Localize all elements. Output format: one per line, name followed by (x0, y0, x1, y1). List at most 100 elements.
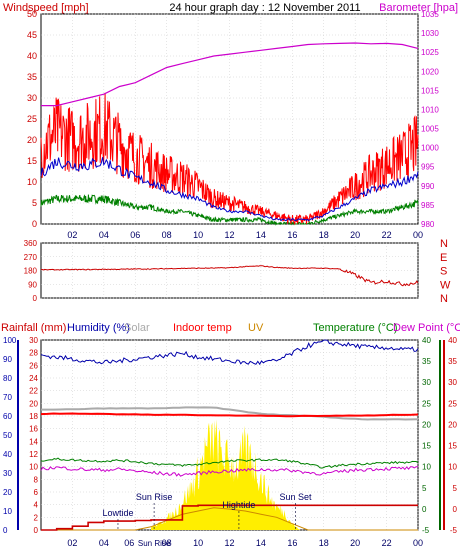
series-low (40, 194, 419, 226)
ytick-barometer: 1000 (421, 144, 439, 153)
ytick-barometer: 985 (421, 201, 435, 210)
ytick-temperature: 25 (422, 399, 431, 408)
ytick-dewpoint: 20 (448, 420, 457, 429)
ytick-wind: 25 (27, 114, 37, 124)
ytick-rain: 6 (34, 488, 39, 497)
compass-label: W (440, 279, 451, 291)
compass-label: N (440, 293, 448, 305)
legend-uv: UV (248, 322, 264, 334)
ytick-wind: 10 (27, 177, 37, 187)
ytick-dewpoint: 15 (448, 442, 457, 451)
series-rainfall (41, 504, 418, 531)
ytick-temperature: -5 (422, 526, 430, 535)
ytick-humidity: 40 (3, 450, 12, 459)
xtick-bottom: 04 (99, 538, 109, 548)
ytick-direction: 360 (24, 239, 38, 248)
ytick-direction: 270 (24, 253, 38, 262)
ytick-humidity: 70 (3, 393, 12, 402)
ytick-humidity: 20 (3, 488, 12, 497)
ytick-barometer: 1010 (421, 105, 439, 114)
xtick-bottom: 18 (319, 538, 329, 548)
xtick-bottom: 20 (350, 538, 360, 548)
ytick-humidity: 100 (3, 336, 17, 345)
ytick-humidity: 60 (3, 412, 12, 421)
ytick-dewpoint: 40 (448, 336, 457, 345)
xtick-bottom: 16 (287, 538, 297, 548)
series-temperature (40, 457, 419, 469)
annotation-label: Sun Set (279, 492, 312, 502)
ytick-wind: 35 (27, 72, 37, 82)
xtick-top: 12 (224, 230, 234, 240)
left-title: Windspeed [mph] (3, 2, 89, 14)
ytick-rain: 12 (29, 450, 38, 459)
series-average (40, 157, 419, 222)
xtick-bottom: 14 (256, 538, 266, 548)
xtick-bottom: 10 (193, 538, 203, 548)
ytick-rain: 24 (29, 374, 38, 383)
ytick-temperature: 20 (422, 420, 431, 429)
ytick-temperature: 35 (422, 357, 431, 366)
series-direction (40, 265, 419, 287)
series-indoor (40, 412, 419, 418)
ytick-rain: 20 (29, 399, 38, 408)
ytick-rain: 18 (29, 412, 38, 421)
ytick-dewpoint: 10 (448, 463, 457, 472)
xtick-bottom: 02 (67, 538, 77, 548)
compass-label: E (440, 252, 447, 264)
ytick-wind: 45 (27, 30, 37, 40)
ytick-rain: 4 (34, 501, 39, 510)
annotation-label: Sun Rise (136, 492, 173, 502)
annotation-label: Lowtide (102, 508, 133, 518)
compass-label: S (440, 266, 447, 278)
xtick-bottom: 22 (382, 538, 392, 548)
ytick-temperature: 5 (422, 484, 427, 493)
ytick-humidity: 50 (3, 431, 12, 440)
panel-wind: 0510152025303540455098098599099510001005… (27, 9, 439, 229)
series-gust (40, 92, 419, 226)
series-uv (41, 507, 418, 531)
ytick-wind: 40 (27, 51, 37, 61)
ytick-rain: 30 (29, 336, 38, 345)
ytick-rain: 28 (29, 349, 38, 358)
ytick-wind: 50 (27, 9, 37, 19)
xtick-top: 22 (382, 230, 392, 240)
ytick-barometer: 1005 (421, 125, 439, 134)
compass-label: N (440, 238, 448, 250)
legend-dewpoint: Dew Point (°C) (393, 322, 460, 334)
xtick-top: 00 (413, 230, 423, 240)
ytick-barometer: 995 (421, 163, 435, 172)
ytick-humidity: 90 (3, 355, 12, 364)
series-humidity (40, 339, 419, 366)
ytick-temperature: 15 (422, 442, 431, 451)
ytick-rain: 26 (29, 361, 38, 370)
series-barometer (41, 42, 419, 107)
ytick-temperature: 0 (422, 505, 427, 514)
legend-solar: Solar (124, 322, 150, 334)
ytick-rain: 16 (29, 425, 38, 434)
xtick-top: 02 (67, 230, 77, 240)
ytick-direction: 90 (28, 280, 37, 289)
legend-temperature: Temperature (°C) (313, 322, 397, 334)
ytick-rain: 2 (34, 513, 39, 522)
series-dewpoint (40, 466, 418, 477)
ytick-wind: 20 (27, 135, 37, 145)
panel-direction: 0 N 90 W 180 S 270 E 360 N (24, 238, 451, 305)
ytick-barometer: 1030 (421, 29, 439, 38)
ytick-dewpoint: 25 (448, 399, 457, 408)
xtick-top: 04 (99, 230, 109, 240)
ytick-barometer: 990 (421, 182, 435, 191)
ytick-dewpoint: 35 (448, 357, 457, 366)
ytick-wind: 5 (32, 198, 37, 208)
panel-climate: 0102030405060708090100024681012141618202… (3, 336, 458, 535)
xtick-bottom: 12 (224, 538, 234, 548)
xtick-top: 08 (162, 230, 172, 240)
ytick-rain: 8 (34, 475, 39, 484)
ytick-dewpoint: -5 (450, 526, 458, 535)
ytick-humidity: 80 (3, 374, 12, 383)
ytick-barometer: 1020 (421, 67, 439, 76)
ytick-barometer: 980 (421, 220, 435, 229)
xtick-sunrise: Sun Rise (138, 539, 171, 548)
ytick-rain: 10 (29, 463, 38, 472)
xtick-top: 06 (130, 230, 140, 240)
